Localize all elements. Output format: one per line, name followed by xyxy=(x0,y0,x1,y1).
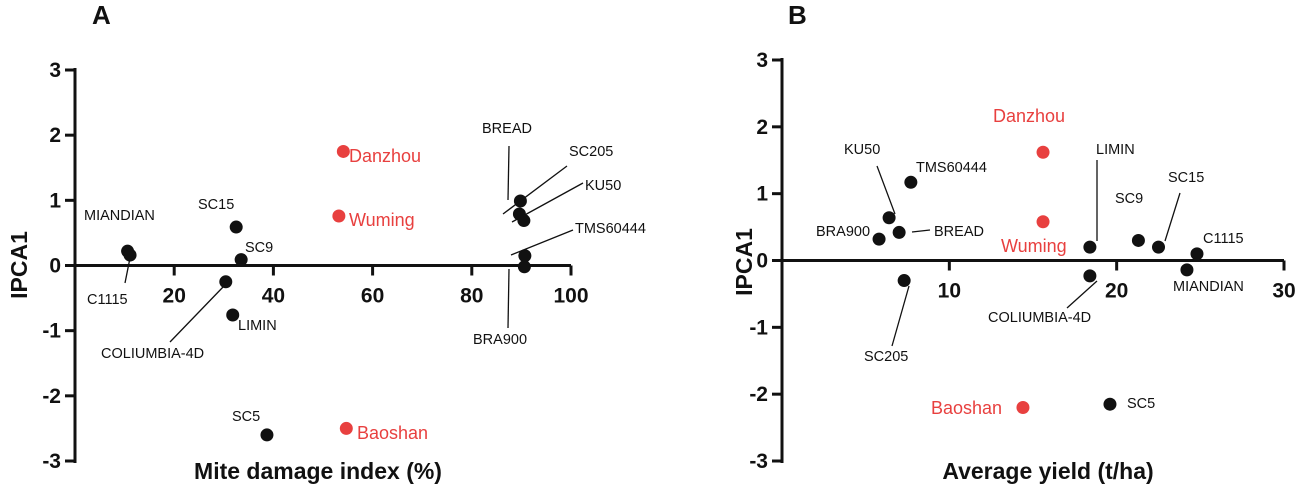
panel-a-label-sc15: SC15 xyxy=(198,197,234,213)
panel-b-x-tick-label: 20 xyxy=(1105,280,1128,303)
panel-b-leader-sc205 xyxy=(891,285,910,347)
panel-b-location-point-baoshan xyxy=(1016,401,1030,415)
panel-b-y-tick-label: 3 xyxy=(756,49,768,72)
panel-a-location-label-baoshan: Baoshan xyxy=(357,423,428,443)
panel-a-point-coliumbia-4d xyxy=(219,275,233,289)
panel-a-label-sc205: SC205 xyxy=(569,144,613,160)
panel-b-location-label-baoshan: Baoshan xyxy=(931,398,1002,418)
panel-a-chart: A -3 -2 -1 0 1 2 3 20 40 60 80 100 Mite damage index … xyxy=(6,0,646,484)
panel-a-label-limin: LIMIN xyxy=(238,318,277,334)
panel-b-leader-bread xyxy=(911,229,931,233)
panel-b-x-tick-label: 10 xyxy=(938,280,961,303)
panel-a-y-tick-label: 1 xyxy=(49,189,61,212)
panel-a-label-sc5: SC5 xyxy=(232,409,260,425)
panel-b-y-tick-label: -2 xyxy=(749,383,768,406)
panel-a-label-ku50: KU50 xyxy=(585,178,621,194)
panel-a-label-bread: BREAD xyxy=(482,121,532,137)
panel-b-letter: B xyxy=(788,0,807,30)
panel-b-label-sc205: SC205 xyxy=(864,349,908,365)
panel-a-point-sc5 xyxy=(260,428,274,442)
panel-b-label-tms60444: TMS60444 xyxy=(916,160,987,176)
panel-a-leader-bra900 xyxy=(507,268,510,329)
panel-a-point-tms60444 xyxy=(518,249,532,263)
panel-a-point-c1115 xyxy=(123,248,137,262)
panel-b-point-c1115 xyxy=(1190,247,1204,261)
panel-a-point-bra900 xyxy=(517,260,531,274)
panel-b-point-sc205 xyxy=(897,274,911,288)
panel-b-label-c1115: C1115 xyxy=(1203,231,1244,247)
panel-a-point-sc9 xyxy=(234,253,248,267)
panel-b-label-miandian: MIANDIAN xyxy=(1173,279,1244,295)
panel-b-y-tick-label: 1 xyxy=(756,183,768,206)
panel-b-label-coliumbia-4d: COLIUMBIA-4D xyxy=(988,310,1091,326)
panel-b-point-sc9 xyxy=(1131,233,1145,247)
panel-a-leader-c1115 xyxy=(124,257,131,284)
panel-b-label-limin: LIMIN xyxy=(1096,142,1135,158)
panel-b-point-bra900 xyxy=(872,232,886,246)
panel-b-y-tick-label: -1 xyxy=(749,316,768,339)
panel-b-leader-sc15 xyxy=(1164,192,1181,242)
panel-a-location-point-wuming xyxy=(332,209,346,223)
panel-a-point-ku50 xyxy=(517,214,531,228)
panel-a-x-tick-label: 80 xyxy=(460,285,483,308)
panel-b-x-axis-title: Average yield (t/ha) xyxy=(942,458,1153,484)
panel-b-label-sc5: SC5 xyxy=(1127,396,1155,412)
panel-b-location-label-danzhou: Danzhou xyxy=(993,106,1065,126)
panel-b-x-tick-label: 30 xyxy=(1272,280,1295,303)
panel-b-point-sc15 xyxy=(1152,240,1165,254)
panel-a-y-tick-label: 3 xyxy=(49,59,61,82)
panel-a-label-bra900: BRA900 xyxy=(473,332,527,348)
panel-a-x-tick-label: 100 xyxy=(553,285,588,308)
panel-b-y-tick-label: 0 xyxy=(756,250,768,273)
panel-b-location-point-danzhou xyxy=(1036,145,1050,159)
panel-a-label-miandian: MIANDIAN xyxy=(84,208,155,224)
panel-a-y-axis-title: IPCA1 xyxy=(6,231,32,299)
panel-b-location-point-wuming xyxy=(1036,215,1050,229)
panel-a-x-tick-label: 20 xyxy=(163,285,186,308)
panel-a-leader-sc205 xyxy=(502,165,568,215)
panel-a-location-point-baoshan xyxy=(339,421,353,435)
panel-b-label-sc15: SC15 xyxy=(1168,170,1204,186)
panel-a-y-tick-label: -2 xyxy=(42,385,61,408)
panel-a-point-bread xyxy=(513,194,527,208)
panel-a-location-point-danzhou xyxy=(336,144,350,158)
panel-b-label-ku50: KU50 xyxy=(844,142,880,158)
panel-b-point-tms60444 xyxy=(904,175,918,189)
panel-b-point-sc5 xyxy=(1103,397,1117,411)
panel-a-leader-bread xyxy=(507,145,510,201)
panel-a-label-coliumbia-4d: COLIUMBIA-4D xyxy=(101,346,204,362)
panel-a-point-sc15 xyxy=(229,220,243,234)
panel-b-y-axis-title: IPCA1 xyxy=(731,228,757,296)
panel-a-letter: A xyxy=(92,0,111,30)
panel-b-label-bra900: BRA900 xyxy=(816,224,870,240)
panel-a-point-limin xyxy=(226,308,240,322)
panel-a-y-tick-label: -3 xyxy=(42,450,61,473)
panel-a-leader-coliumbia-4d xyxy=(169,285,225,343)
panel-b-leader-coliumbia-4d xyxy=(1066,280,1098,309)
panel-b-location-label-wuming: Wuming xyxy=(1001,236,1067,256)
panel-b-point-ku50 xyxy=(882,211,896,225)
panel-a-location-label-danzhou: Danzhou xyxy=(349,146,421,166)
panel-b-y-tick-label: -3 xyxy=(749,450,768,473)
panel-a-y-tick-label: -1 xyxy=(42,320,61,343)
panel-a-x-tick-label: 60 xyxy=(361,285,384,308)
panel-b-label-sc9: SC9 xyxy=(1115,191,1143,207)
panel-a-label-tms60444: TMS60444 xyxy=(575,221,646,237)
panel-a-x-tick-label: 40 xyxy=(262,285,285,308)
panel-b-leader-ku50 xyxy=(876,165,896,215)
panel-a-x-axis-title: Mite damage index (%) xyxy=(194,458,442,484)
panel-b-chart: B -3 -2 -1 0 1 2 3 10 20 30 Average yield (t/ha) IPC… xyxy=(731,0,1296,484)
panel-a-y-tick-label: 2 xyxy=(49,124,61,147)
panel-b-label-bread: BREAD xyxy=(934,224,984,240)
panel-b-y-tick-label: 2 xyxy=(756,116,768,139)
panel-b-point-miandian xyxy=(1180,263,1194,277)
panel-a-location-label-wuming: Wuming xyxy=(349,210,415,230)
panel-a-y-tick-label: 0 xyxy=(49,255,61,278)
panel-b-point-bread xyxy=(892,225,906,239)
panel-a-label-c1115: C1115 xyxy=(87,292,128,308)
panel-a-label-sc9: SC9 xyxy=(245,240,273,256)
panel-b-point-limin xyxy=(1083,240,1097,254)
panel-b-point-coliumbia-4d xyxy=(1083,269,1097,283)
